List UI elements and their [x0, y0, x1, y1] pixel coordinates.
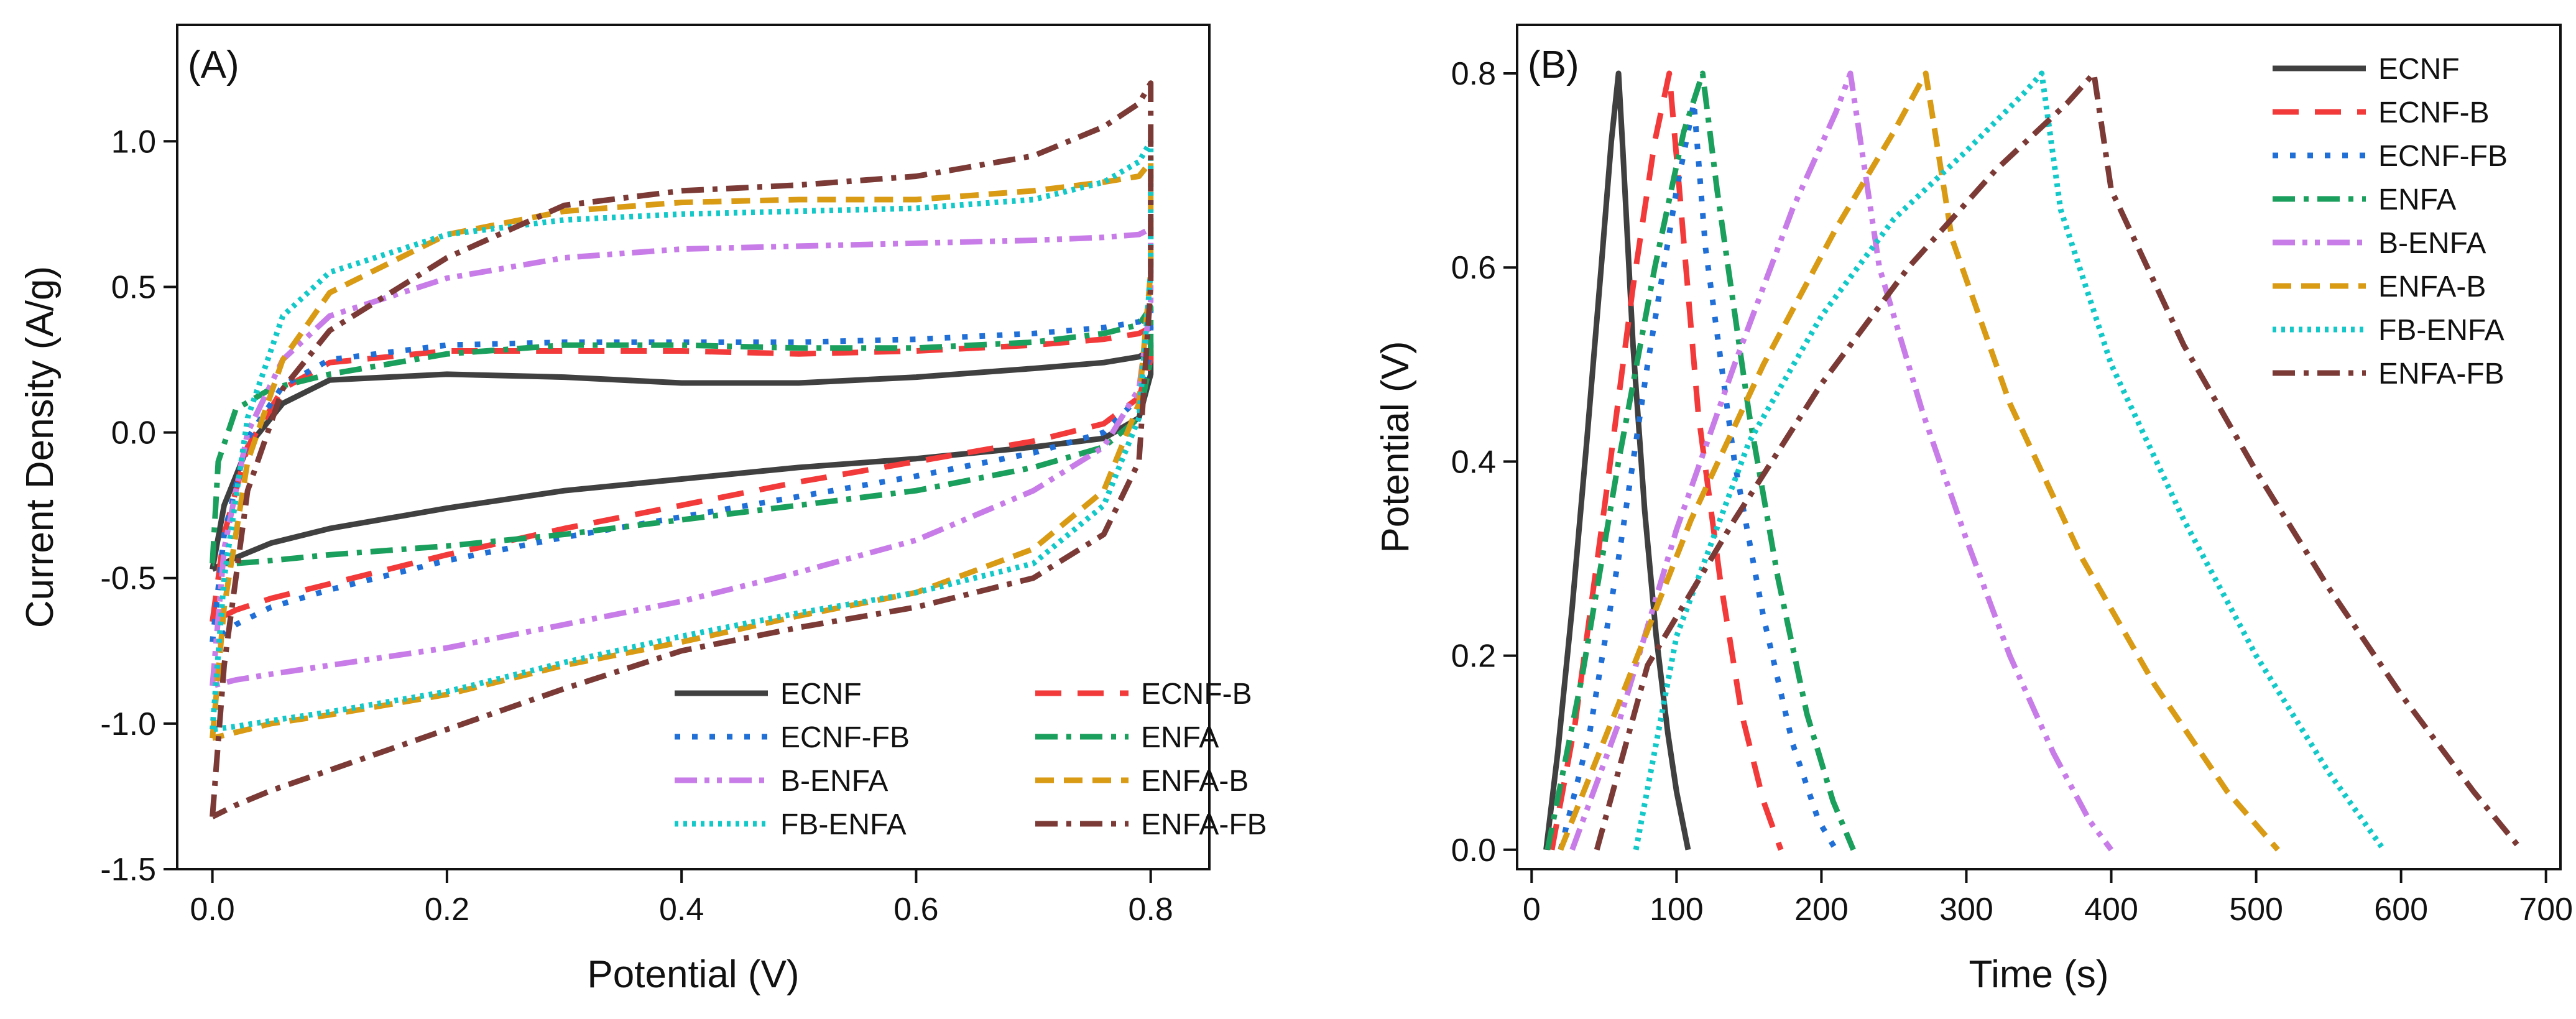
x-tick-label: 0	[1523, 892, 1541, 928]
x-tick-label: 300	[1939, 892, 1993, 928]
x-axis-title: Potential (V)	[587, 953, 799, 996]
y-tick-label: 0.0	[111, 415, 156, 451]
panel-b: 0 100 200 300 400 500 600 700 0.0 0.2 0.4 0.6 0.8 Tim…	[1374, 24, 2573, 996]
x-axis-title: Time (s)	[1969, 953, 2109, 996]
series-line-enfa-b	[1558, 70, 2280, 852]
series-line-ecnf-b	[1549, 70, 1784, 851]
x-tick-label: 200	[1794, 892, 1849, 928]
legend-label-enfa-fb: ENFA-FB	[2378, 357, 2504, 390]
y-tick-label: 0.0	[1451, 832, 1496, 869]
legend-label-ecnf: ECNF	[2378, 53, 2460, 86]
legend-label-enfa-fb: ENFA-FB	[1141, 808, 1267, 841]
x-tick-label: 0.4	[659, 892, 704, 928]
plot-frame	[176, 24, 1211, 870]
x-tick-label: 0.0	[190, 892, 234, 928]
y-axis-title: Potential (V)	[1374, 341, 1417, 553]
legend-label-ecnf: ECNF	[780, 678, 862, 711]
y-tick-label: 0.6	[1451, 250, 1496, 286]
y-tick-label: 0.2	[1451, 639, 1496, 675]
panel-a: 0.0 0.2 0.4 0.6 0.8 -1.5 -1.0 -0.5 0.0 0.5 1.0 Pote…	[19, 24, 1267, 996]
legend-label-ecnf-b: ECNF-B	[2378, 96, 2490, 129]
panel-label-a: (A)	[188, 44, 239, 86]
y-tick-label: 0.4	[1451, 444, 1496, 480]
series-line-b-enfa	[1569, 70, 2114, 852]
legend-label-ecnf-fb: ECNF-FB	[780, 721, 910, 754]
legend-label-ecnf-b: ECNF-B	[1141, 678, 1252, 711]
series-line-fb-enfa	[1633, 70, 2386, 852]
legend-label-b-enfa: B-ENFA	[2378, 227, 2486, 260]
series-line-ecnf	[1543, 70, 1691, 851]
x-tick-label: 600	[2374, 892, 2428, 928]
series-line-ecnf-fb	[210, 307, 1154, 645]
legend-label-enfa-b: ENFA-B	[2378, 270, 2486, 303]
y-tick-label: 0.8	[1451, 56, 1496, 92]
y-tick-label: -1.5	[100, 852, 156, 888]
x-tick-label: 400	[2084, 892, 2138, 928]
legend-label-b-enfa: B-ENFA	[780, 765, 888, 798]
y-tick-label: 1.0	[111, 124, 156, 160]
plot-frame	[1516, 24, 2562, 870]
x-tick-label: 100	[1650, 892, 1704, 928]
legend-label-ecnf-fb: ECNF-FB	[2378, 140, 2508, 173]
legend: ECNF ECNF-B ECNF-FB ENFA B-ENFA ENFA-B FB-ENFA…	[675, 678, 1267, 841]
legend-label-fb-enfa: FB-ENFA	[2378, 314, 2504, 347]
series-line-fb-enfa	[210, 138, 1154, 732]
y-tick-label: 0.5	[111, 269, 156, 305]
x-tick-label: 0.6	[893, 892, 938, 928]
x-tick-label: 0.8	[1129, 892, 1173, 928]
panel-label-b: (B)	[1528, 44, 1579, 86]
x-tick-label: 0.2	[425, 892, 469, 928]
series-line-b-enfa	[210, 226, 1154, 689]
legend: ECNF ECNF-B ECNF-FB ENFA B-ENFA ENFA-B FB-ENFA…	[2273, 53, 2508, 390]
legend-label-enfa-b: ENFA-B	[1141, 765, 1249, 798]
series-line-enfa-fb	[210, 80, 1154, 819]
series-line-enfa-fb	[1594, 70, 2524, 852]
legend-label-enfa: ENFA	[1141, 721, 1219, 754]
series-line-ecnf	[210, 348, 1154, 572]
y-tick-label: -1.0	[100, 706, 156, 742]
x-tick-label: 500	[2229, 892, 2283, 928]
legend-label-enfa: ENFA	[2378, 183, 2456, 216]
legend-label-fb-enfa: FB-ENFA	[780, 808, 907, 841]
y-axis-title: Current Density (A/g)	[19, 266, 62, 628]
y-tick-label: -0.5	[100, 561, 156, 597]
x-tick-label: 700	[2519, 892, 2573, 928]
series-line-enfa	[1544, 70, 1856, 851]
